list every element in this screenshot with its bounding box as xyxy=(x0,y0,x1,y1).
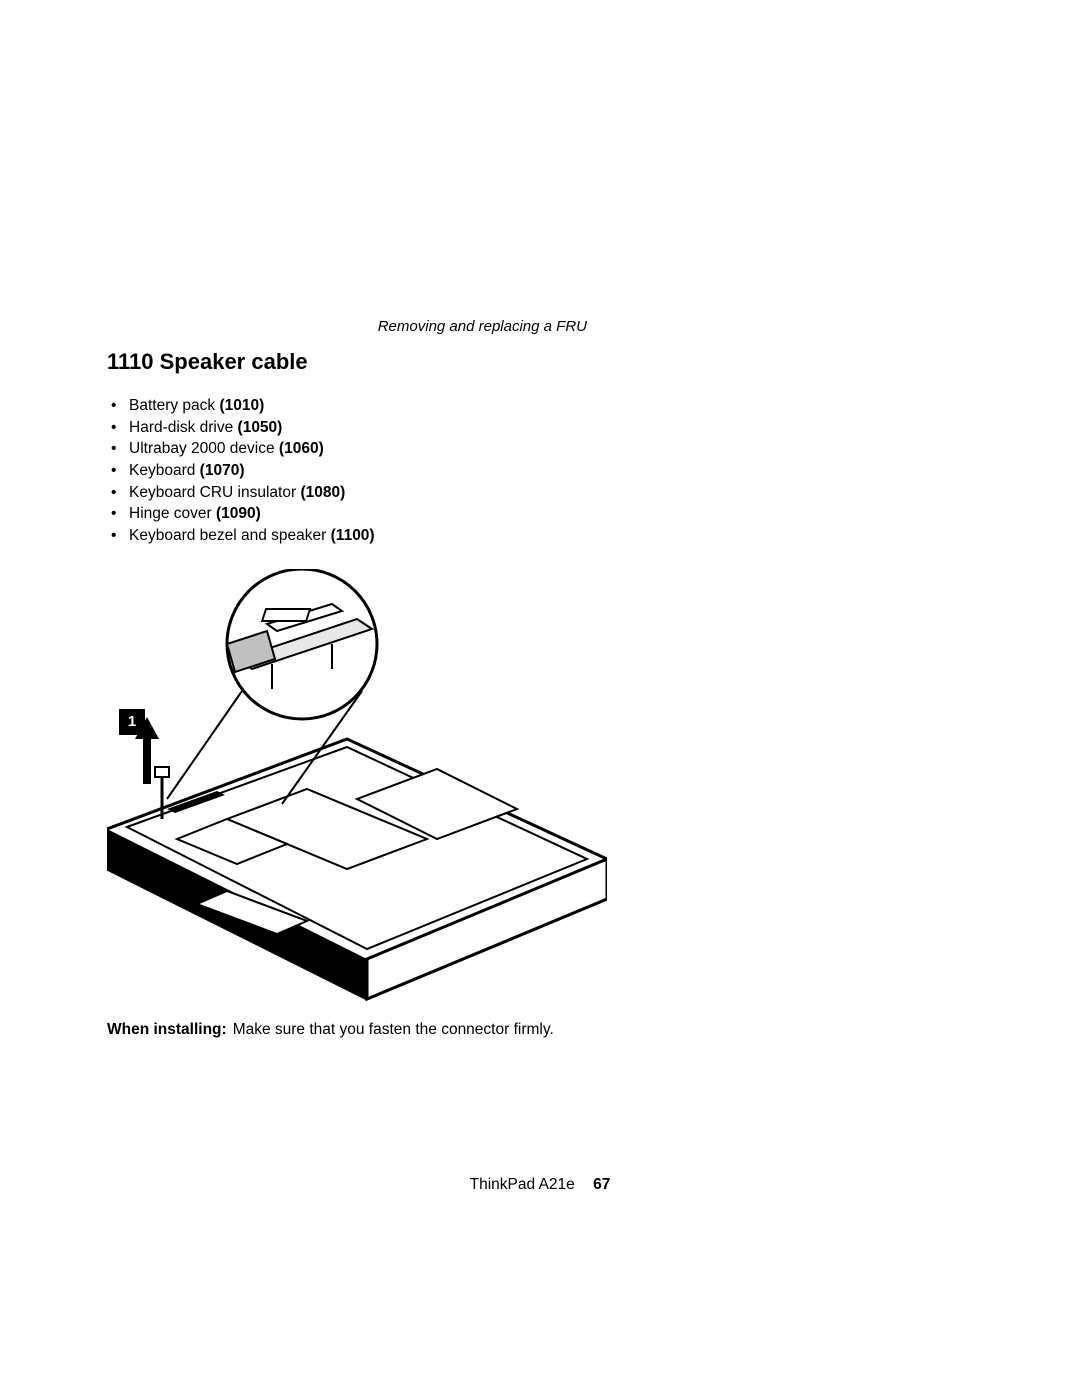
list-item: Keyboard bezel and speaker (1100) xyxy=(107,525,587,547)
list-item: Hard-disk drive (1050) xyxy=(107,417,587,439)
install-note: When installing: Make sure that you fast… xyxy=(107,1019,587,1041)
list-item: Keyboard (1070) xyxy=(107,460,587,482)
list-item: Hinge cover (1090) xyxy=(107,503,587,525)
list-item: Battery pack (1010) xyxy=(107,395,587,417)
prerequisite-list: Battery pack (1010) Hard-disk drive (105… xyxy=(107,395,587,547)
footer-product: ThinkPad A21e xyxy=(470,1176,575,1193)
note-label: When installing: xyxy=(107,1019,227,1041)
page-footer: ThinkPad A21e 67 xyxy=(0,1176,1080,1194)
header-caption: Removing and replacing a FRU xyxy=(107,318,587,335)
footer-page-number: 67 xyxy=(593,1176,610,1193)
callout-badge: 1 xyxy=(119,709,145,735)
exploded-diagram: 1 xyxy=(107,569,607,1009)
section-title: 1110 Speaker cable xyxy=(107,349,587,375)
diagram-svg xyxy=(107,569,607,1009)
note-body: Make sure that you fasten the connector … xyxy=(233,1019,554,1041)
list-item: Ultrabay 2000 device (1060) xyxy=(107,438,587,460)
list-item: Keyboard CRU insulator (1080) xyxy=(107,482,587,504)
